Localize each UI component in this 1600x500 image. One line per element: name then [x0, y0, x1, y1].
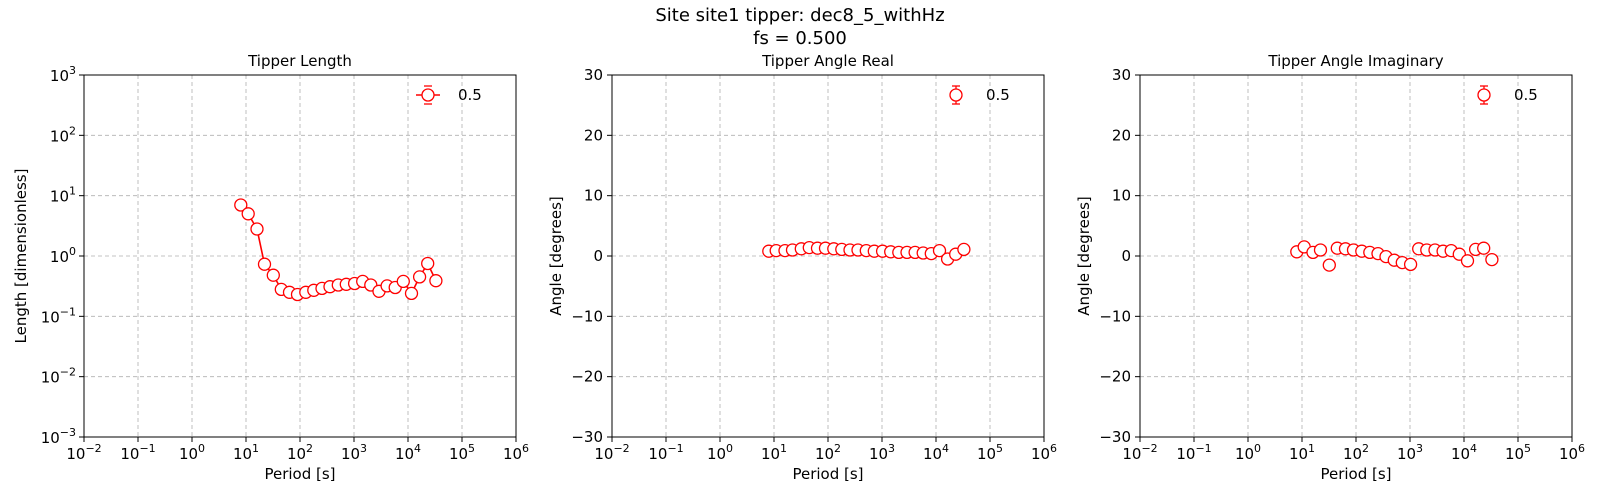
legend-marker [949, 88, 963, 102]
y-tick-label: −30 [571, 428, 603, 446]
x-tick-label: 105 [449, 442, 475, 463]
y-tick-label: 10 [584, 187, 603, 205]
subplots: 10−2 10−1 100 101 102 103 104 105 10610−310−210−… [12, 52, 1585, 483]
y-tick-label: 10 [1112, 187, 1131, 205]
data-point [1313, 243, 1328, 257]
data-point [421, 256, 435, 271]
data-point [1485, 252, 1499, 267]
x-tick-label: 106 [1559, 442, 1585, 463]
y-tick-label: 10−3 [41, 426, 76, 447]
y-tick-label: 100 [50, 245, 76, 266]
y-tick-label: −10 [1099, 307, 1131, 325]
y-tick-label: 10−1 [41, 305, 76, 326]
data-point [1460, 254, 1475, 268]
y-tick-label: −10 [571, 307, 603, 325]
data-point [1477, 241, 1491, 255]
data-point [266, 268, 280, 282]
x-tick-label: 104 [1451, 442, 1477, 463]
y-axis-label: Length [dimensionless] [12, 169, 30, 344]
x-tick-label: 102 [1343, 442, 1369, 463]
legend-label: 0.5 [458, 86, 482, 104]
x-tick-label: 105 [1505, 442, 1531, 463]
data-point [412, 270, 427, 284]
x-tick-label: 10−1 [120, 442, 155, 463]
data-point [396, 274, 410, 289]
x-tick-label: 10−2 [1122, 442, 1157, 463]
y-tick-label: 20 [584, 126, 603, 144]
subplot-1: 10−2 10−1 100 101 102 103 104 105 10610−310−210−… [12, 52, 529, 483]
legend-label: 0.5 [1514, 86, 1538, 104]
data-point [957, 242, 971, 257]
x-tick-label: 106 [1031, 442, 1057, 463]
x-tick-label: 10−2 [66, 442, 101, 463]
x-tick-label: 101 [761, 442, 787, 463]
figure-suptitle-line1: Site site1 tipper: dec8_5_withHz [655, 5, 944, 26]
y-tick-label: 0 [1121, 247, 1131, 265]
subplot-2: 10−2 10−1 100 101 102 103 104 105 106 −30 −20 −10 0 1… [547, 52, 1057, 483]
subplot-title: Tipper Angle Imaginary [1267, 52, 1443, 70]
y-tick-label: 30 [1112, 66, 1131, 84]
y-axis-label: Angle [degrees] [547, 196, 565, 316]
subplot-title: Tipper Length [247, 52, 352, 70]
x-tick-label: 102 [815, 442, 841, 463]
data-point [1322, 258, 1336, 272]
subplot-title: Tipper Angle Real [761, 52, 894, 70]
x-tick-label: 10−1 [648, 442, 683, 463]
x-tick-label: 104 [923, 442, 949, 463]
x-tick-label: 100 [707, 442, 733, 463]
data-point [241, 207, 255, 221]
x-tick-label: 100 [179, 442, 205, 463]
figure-suptitle-line2: fs = 0.500 [753, 28, 847, 49]
y-tick-label: 102 [50, 124, 76, 145]
data-point [1403, 257, 1418, 272]
y-tick-label: −20 [571, 368, 603, 386]
data-point [250, 222, 264, 236]
x-tick-label: 105 [977, 442, 1003, 463]
data-point [257, 257, 272, 271]
x-axis-label: Period [s] [1320, 465, 1391, 483]
legend-marker [421, 88, 435, 102]
data-point [429, 274, 443, 288]
data-point [404, 286, 419, 301]
y-tick-label: 30 [584, 66, 603, 84]
x-tick-label: 103 [341, 442, 367, 463]
y-tick-label: −20 [1099, 368, 1131, 386]
legend-label: 0.5 [986, 86, 1010, 104]
x-tick-label: 101 [233, 442, 259, 463]
x-tick-label: 10−1 [1176, 442, 1211, 463]
x-tick-label: 106 [503, 442, 529, 463]
y-tick-label: −30 [1099, 428, 1131, 446]
x-tick-label: 102 [287, 442, 313, 463]
y-tick-label: 101 [50, 185, 76, 206]
y-axis-label: Angle [degrees] [1075, 196, 1093, 316]
x-axis-label: Period [s] [264, 465, 335, 483]
y-tick-label: 0 [593, 247, 603, 265]
subplot-3: 10−2 10−1 100 101 102 103 104 105 106 −30 −20 −10 0 1… [1075, 52, 1585, 483]
y-tick-label: 10−2 [41, 366, 76, 387]
x-tick-label: 104 [395, 442, 421, 463]
x-tick-label: 10−2 [594, 442, 629, 463]
legend-marker [1477, 88, 1491, 102]
x-tick-label: 103 [1397, 442, 1423, 463]
x-tick-label: 101 [1289, 442, 1315, 463]
data-point [234, 198, 248, 212]
x-tick-label: 100 [1235, 442, 1261, 463]
x-axis-label: Period [s] [792, 465, 863, 483]
y-tick-label: 20 [1112, 126, 1131, 144]
x-tick-label: 103 [869, 442, 895, 463]
y-tick-label: 103 [50, 64, 76, 85]
data-point [932, 243, 947, 258]
